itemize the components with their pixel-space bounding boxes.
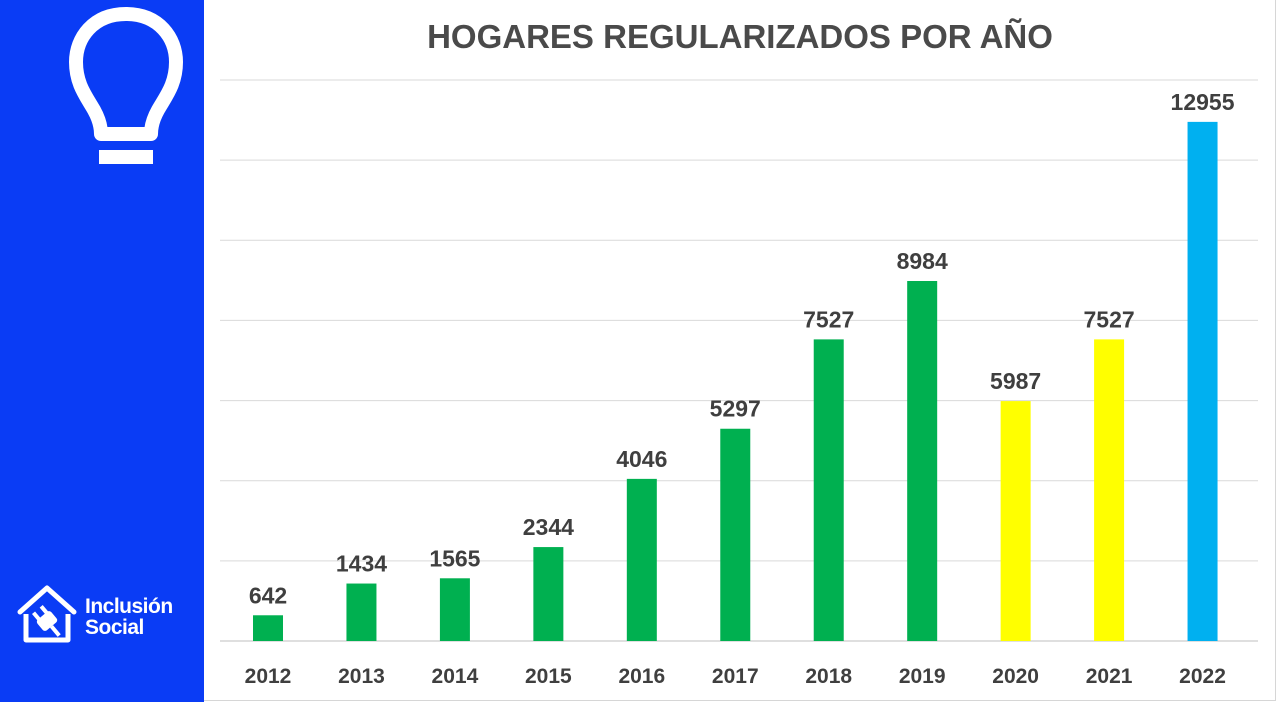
bar-2021 [1094,339,1125,641]
bar-2018 [813,339,844,641]
x-tick-label-2015: 2015 [525,665,572,688]
bar-2022 [1187,121,1218,642]
brand-name: Inclusión Social [85,596,173,638]
data-label-2020: 5987 [990,368,1041,394]
x-tick-label-2016: 2016 [618,665,665,688]
bar-2015 [533,547,564,641]
x-tick-label-2022: 2022 [1179,665,1226,688]
bar-2020 [1000,401,1031,641]
bar-2013 [346,583,377,641]
x-tick-label-2018: 2018 [805,665,852,688]
sidebar: Inclusión Social [0,0,204,702]
data-label-2015: 2344 [523,514,574,540]
data-label-2019: 8984 [897,248,948,274]
house-plug-logo-icon [17,585,77,643]
data-label-2021: 7527 [1084,306,1135,332]
data-label-2022: 12955 [1171,89,1235,115]
x-tick-label-2014: 2014 [432,665,479,688]
bar-2019 [907,280,938,641]
x-tick-label-2012: 2012 [245,665,292,688]
data-label-2014: 1565 [429,545,480,571]
x-tick-label-2021: 2021 [1086,665,1133,688]
x-tick-labels: 2012 2013 2014 2015 2016 2017 2018 2019 2020 2021… [245,665,1226,688]
inclusion-social-logo: Inclusión Social [14,584,194,646]
brand-line-2: Social [85,616,144,639]
data-labels: 642 1434 1565 2344 4046 5297 7527 8984 5987 7527 1… [249,89,1235,608]
data-label-2018: 7527 [803,306,854,332]
bar-2012 [253,615,283,641]
x-tick-label-2019: 2019 [899,665,946,688]
bar-2016 [626,478,657,641]
lightbulb-icon [69,7,183,164]
data-label-2017: 5297 [710,396,761,422]
x-tick-label-2020: 2020 [992,665,1039,688]
data-label-2013: 1434 [336,551,387,577]
bar-2014 [439,578,470,641]
x-tick-label-2017: 2017 [712,665,759,688]
x-tick-label-2013: 2013 [338,665,385,688]
bar-2017 [720,428,751,641]
data-label-2012: 642 [249,582,287,608]
data-label-2016: 4046 [616,446,667,472]
brand-line-1: Inclusión [85,595,173,618]
chart-title: HOGARES REGULARIZADOS POR AÑO [427,18,1053,55]
bars [253,121,1218,642]
